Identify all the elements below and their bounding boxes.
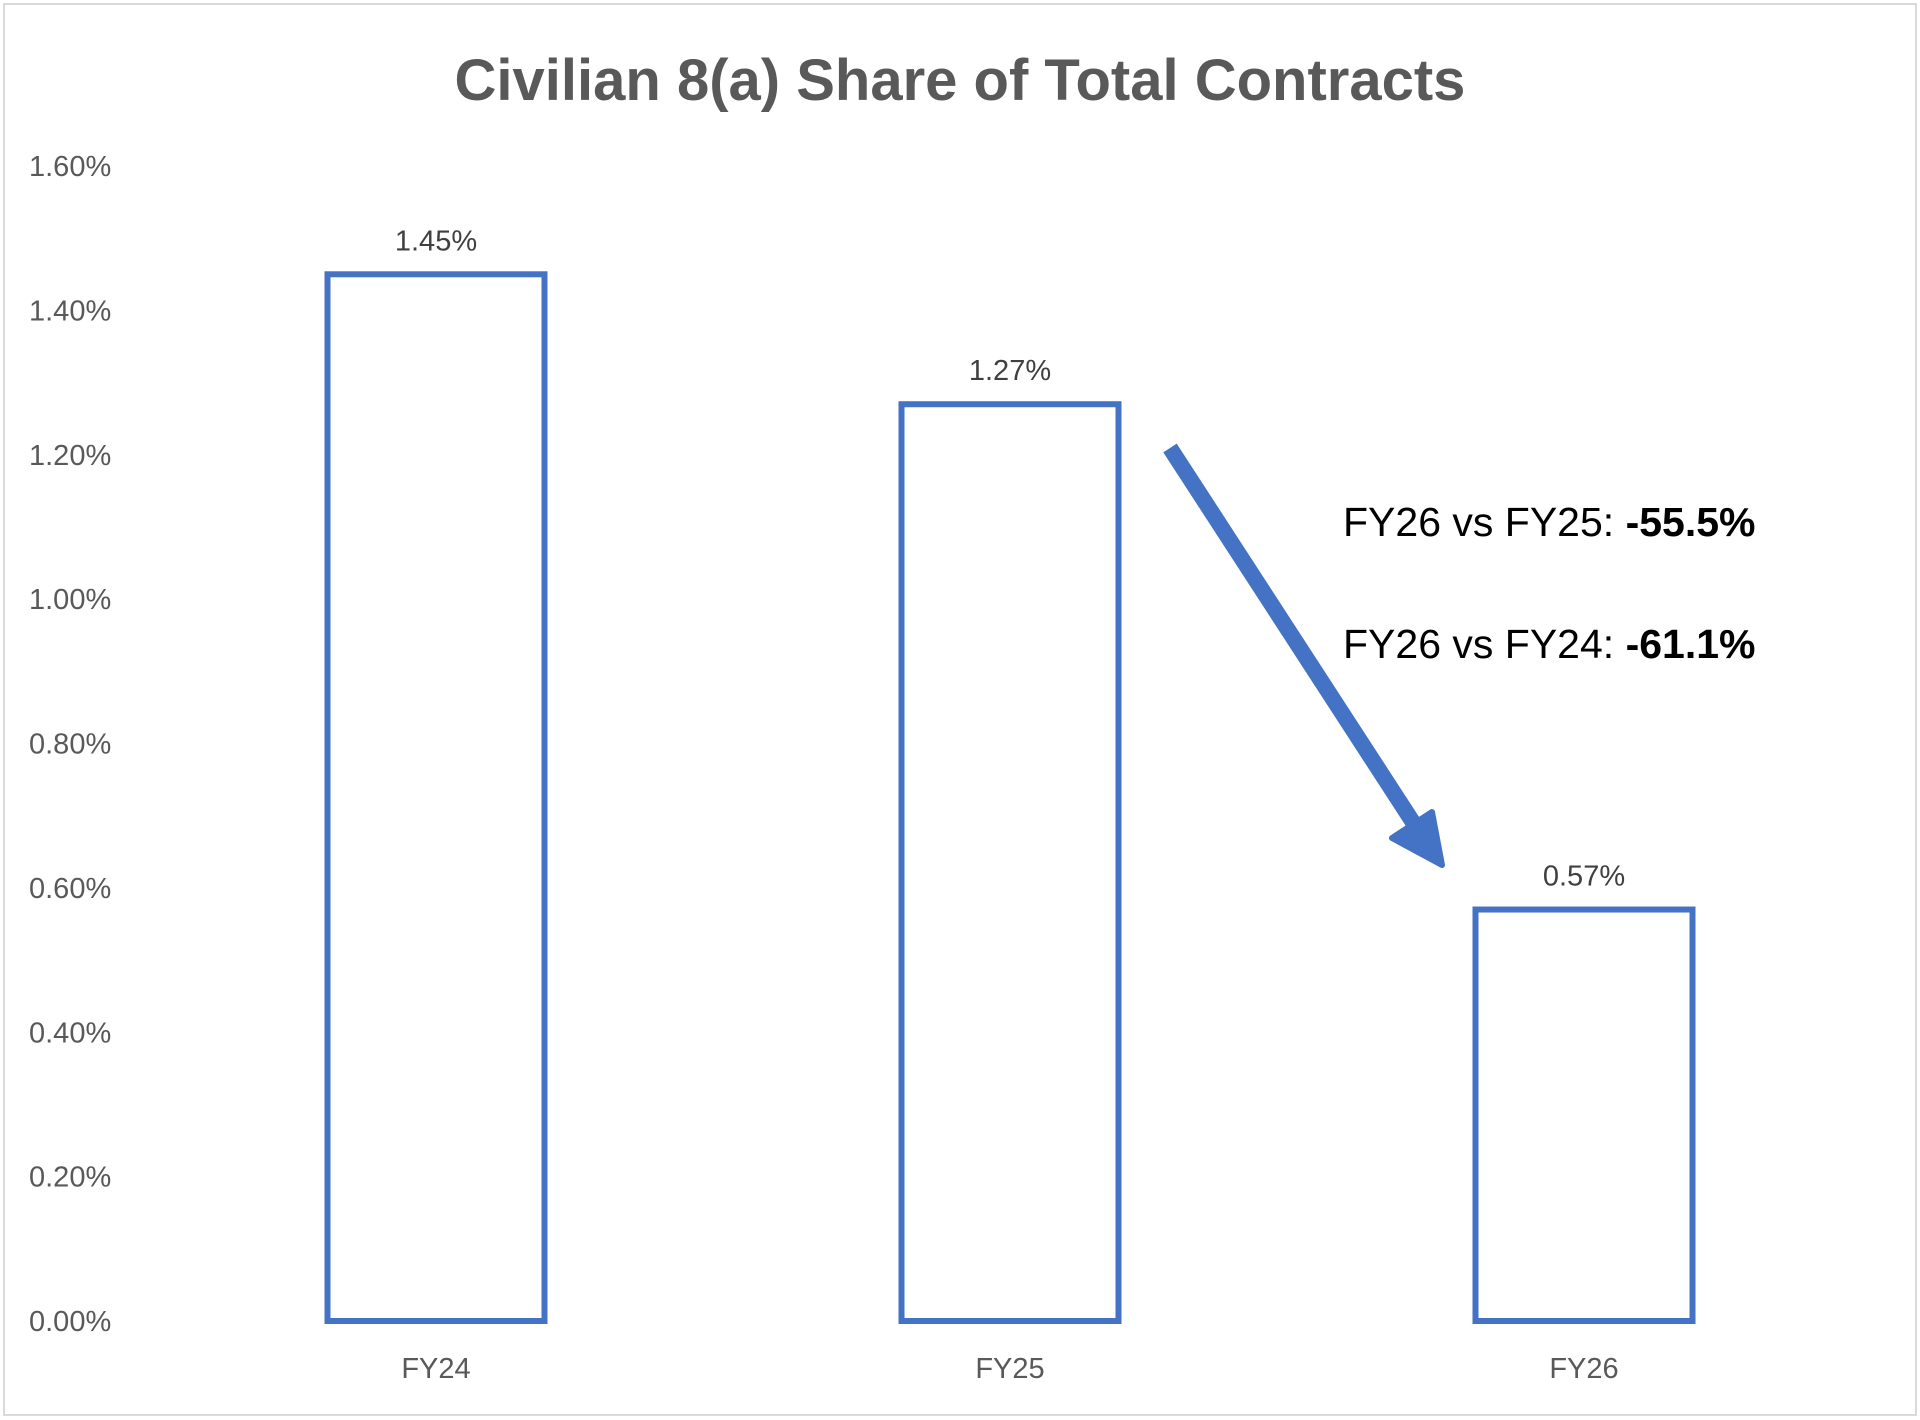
bar-fy25 [898, 401, 1122, 1324]
arrow-shaft [1163, 443, 1425, 835]
y-tick-label: 0.80% [29, 729, 111, 761]
bar-fy24 [324, 271, 548, 1324]
data-label: 0.57% [1543, 861, 1625, 893]
y-tick-label: 1.60% [29, 151, 111, 183]
x-tick-label: FY25 [975, 1353, 1044, 1385]
y-tick-label: 1.40% [29, 295, 111, 327]
annotation-value: -61.1% [1626, 621, 1756, 667]
y-tick-label: 0.20% [29, 1162, 111, 1194]
chart-title: Civilian 8(a) Share of Total Contracts [455, 48, 1466, 113]
annotation-fy26-vs-fy25: FY26 vs FY25: -55.5% [1343, 499, 1755, 545]
x-tick-label: FY26 [1549, 1353, 1618, 1385]
down-arrow [1163, 443, 1445, 868]
y-tick-label: 0.40% [29, 1017, 111, 1049]
arrow-head [1389, 809, 1445, 868]
y-tick-label: 0.60% [29, 873, 111, 905]
y-tick-label: 1.20% [29, 440, 111, 472]
annotation-fy26-vs-fy24: FY26 vs FY24: -61.1% [1343, 621, 1755, 667]
annotation-value: -55.5% [1626, 499, 1756, 545]
y-tick-label: 0.00% [29, 1306, 111, 1338]
annotation-label: FY26 vs FY24: [1343, 621, 1626, 667]
bar-fy26 [1472, 906, 1696, 1324]
annotation-label: FY26 vs FY25: [1343, 499, 1626, 545]
y-tick-label: 1.00% [29, 584, 111, 616]
x-tick-label: FY24 [401, 1353, 470, 1385]
data-label: 1.27% [969, 355, 1051, 387]
data-label: 1.45% [395, 225, 477, 257]
